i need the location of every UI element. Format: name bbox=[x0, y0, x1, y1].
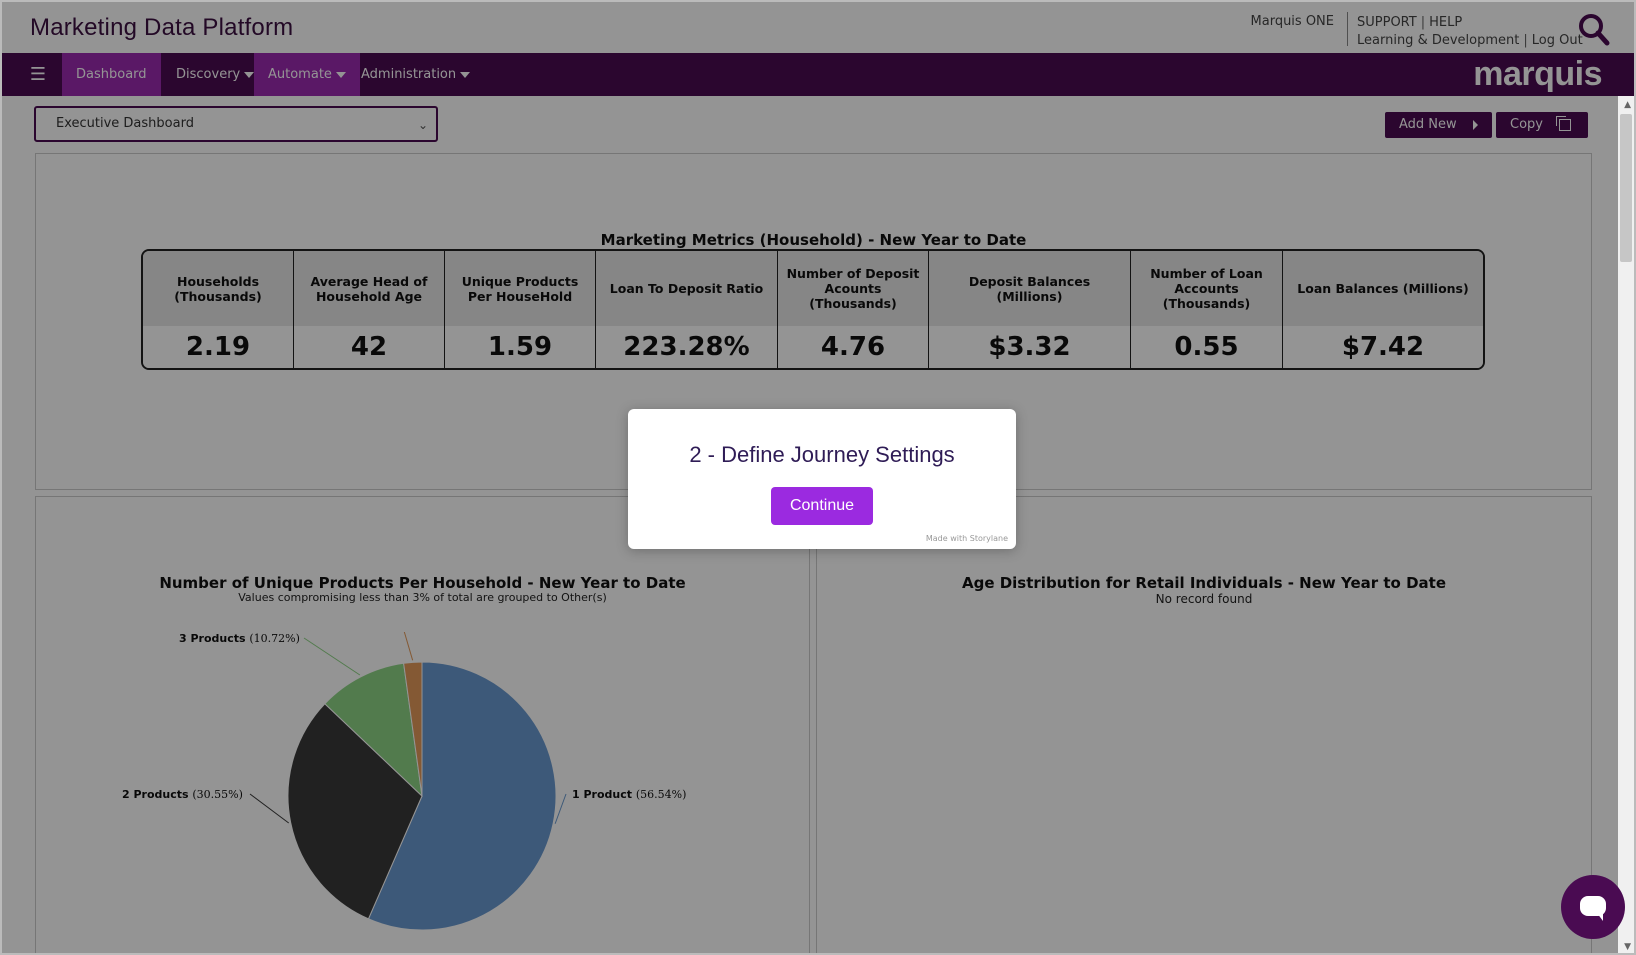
pie-chart: 1 Product (56.54%) 2 Products (30.55%) 3 P… bbox=[122, 632, 686, 931]
pie-chart-subtitle: Values compromising less than 3% of tota… bbox=[238, 591, 607, 604]
age-panel bbox=[816, 496, 1592, 953]
pie-label: 3 Products (10.72%) bbox=[179, 632, 300, 645]
copy-button[interactable]: Copy bbox=[1496, 112, 1588, 138]
pie-label-connector bbox=[554, 793, 567, 824]
pie-slice[interactable] bbox=[367, 661, 557, 931]
search-icon[interactable] bbox=[1576, 12, 1612, 48]
pie-chart-title: Number of Unique Products Per Household … bbox=[159, 574, 686, 592]
made-with-storylane: Made with Storylane bbox=[925, 534, 1008, 543]
scrollbar-thumb[interactable] bbox=[1620, 114, 1632, 262]
metric-unique-products: Unique Products Per HouseHold 1.59 bbox=[445, 251, 596, 368]
metric-label: Deposit Balances (Millions) bbox=[929, 251, 1130, 326]
metric-loan-accounts: Number of Loan Accounts (Thousands) 0.55 bbox=[1131, 251, 1283, 368]
app-title: Marketing Data Platform bbox=[30, 14, 294, 41]
nav-administration[interactable]: Administration bbox=[347, 53, 484, 96]
chat-button[interactable] bbox=[1561, 875, 1625, 939]
chevron-down-icon: ⌄ bbox=[417, 118, 428, 132]
dashboard-select[interactable]: Executive Dashboard ⌄ bbox=[34, 106, 438, 142]
metric-label: Number of Loan Accounts (Thousands) bbox=[1131, 251, 1282, 326]
metric-deposit-accounts: Number of Deposit Acounts (Thousands) 4.… bbox=[778, 251, 929, 368]
hamburger-icon[interactable]: ☰ bbox=[29, 64, 47, 85]
metric-label: Loan To Deposit Ratio bbox=[596, 251, 777, 326]
metric-label: Average Head of Household Age bbox=[294, 251, 444, 326]
metric-value: $7.42 bbox=[1283, 326, 1483, 368]
metric-value: 1.59 bbox=[445, 326, 595, 368]
pie-slice[interactable] bbox=[403, 661, 423, 797]
metric-value: $3.32 bbox=[929, 326, 1130, 368]
metric-value: 223.28% bbox=[596, 326, 777, 368]
nav-automate-label: Automate bbox=[268, 67, 332, 82]
scroll-down-icon[interactable]: ▼ bbox=[1624, 942, 1631, 952]
user-name: Marquis ONE bbox=[1250, 14, 1334, 29]
brand-logo: marquis bbox=[1473, 55, 1602, 93]
metric-value: 0.55 bbox=[1131, 326, 1282, 368]
metric-value: 4.76 bbox=[778, 326, 928, 368]
pie-label-connector bbox=[303, 637, 361, 676]
pie-label: 1 Product (56.54%) bbox=[572, 788, 686, 801]
metric-label: Number of Deposit Acounts (Thousands) bbox=[778, 251, 928, 326]
top-links: SUPPORT | HELP Learning & Development | Log … bbox=[1357, 15, 1583, 48]
main-nav: ☰ Dashboard Discovery Automate Administr… bbox=[2, 53, 1634, 96]
chat-icon-tail bbox=[1597, 913, 1603, 921]
continue-button[interactable]: Continue bbox=[771, 487, 873, 525]
metric-households: Households (Thousands) 2.19 bbox=[143, 251, 294, 368]
nav-automate[interactable]: Automate bbox=[254, 53, 360, 96]
copy-label: Copy bbox=[1510, 117, 1543, 132]
chevron-down-icon bbox=[335, 71, 346, 78]
pie-slice[interactable] bbox=[324, 662, 423, 798]
copy-icon bbox=[1555, 115, 1571, 131]
nav-administration-label: Administration bbox=[361, 67, 457, 82]
support-link[interactable]: SUPPORT bbox=[1357, 15, 1417, 30]
metric-label: Households (Thousands) bbox=[143, 251, 293, 326]
pie-label: 2 Products (30.55%) bbox=[122, 788, 243, 801]
chat-icon bbox=[1580, 896, 1606, 916]
metric-loan-deposit-ratio: Loan To Deposit Ratio 223.28% bbox=[596, 251, 778, 368]
metric-value: 42 bbox=[294, 326, 444, 368]
metrics-table: Households (Thousands) 2.19 Average Head… bbox=[141, 249, 1485, 370]
help-link[interactable]: HELP bbox=[1429, 15, 1463, 30]
add-new-button[interactable]: Add New bbox=[1385, 112, 1492, 138]
caret-right-icon bbox=[1472, 119, 1478, 130]
chevron-down-icon bbox=[244, 71, 255, 78]
nav-discovery-label: Discovery bbox=[176, 67, 241, 82]
metric-value: 2.19 bbox=[143, 326, 293, 368]
journey-modal: 2 - Define Journey Settings Continue Mad… bbox=[628, 409, 1016, 549]
metric-avg-age: Average Head of Household Age 42 bbox=[294, 251, 445, 368]
header: Marketing Data Platform Marquis ONE SUPP… bbox=[2, 2, 1634, 53]
dashboard-select-value: Executive Dashboard bbox=[56, 116, 194, 131]
nav-dashboard[interactable]: Dashboard bbox=[62, 53, 161, 96]
nav-discovery[interactable]: Discovery bbox=[162, 53, 268, 96]
pie-label-connector bbox=[403, 632, 414, 661]
add-new-label: Add New bbox=[1399, 117, 1457, 132]
logout-link[interactable]: Log Out bbox=[1531, 33, 1583, 48]
pie-label-connector bbox=[249, 793, 290, 824]
nav-dashboard-label: Dashboard bbox=[76, 67, 147, 82]
age-no-records: No record found bbox=[1155, 592, 1253, 606]
modal-title: 2 - Define Journey Settings bbox=[689, 442, 955, 467]
header-divider bbox=[1347, 12, 1348, 46]
metric-loan-balances: Loan Balances (Millions) $7.42 bbox=[1283, 251, 1483, 368]
metrics-title: Marketing Metrics (Household) - New Year… bbox=[600, 231, 1027, 249]
metric-label: Loan Balances (Millions) bbox=[1283, 251, 1483, 326]
learning-link[interactable]: Learning & Development bbox=[1357, 33, 1520, 48]
chevron-down-icon bbox=[460, 71, 471, 78]
age-chart-title: Age Distribution for Retail Individuals … bbox=[961, 574, 1447, 592]
scrollbar[interactable] bbox=[1618, 96, 1634, 953]
metric-deposit-balances: Deposit Balances (Millions) $3.32 bbox=[929, 251, 1131, 368]
metric-label: Unique Products Per HouseHold bbox=[445, 251, 595, 326]
scroll-up-icon[interactable]: ▲ bbox=[1624, 100, 1631, 110]
pie-slice[interactable] bbox=[287, 703, 423, 920]
